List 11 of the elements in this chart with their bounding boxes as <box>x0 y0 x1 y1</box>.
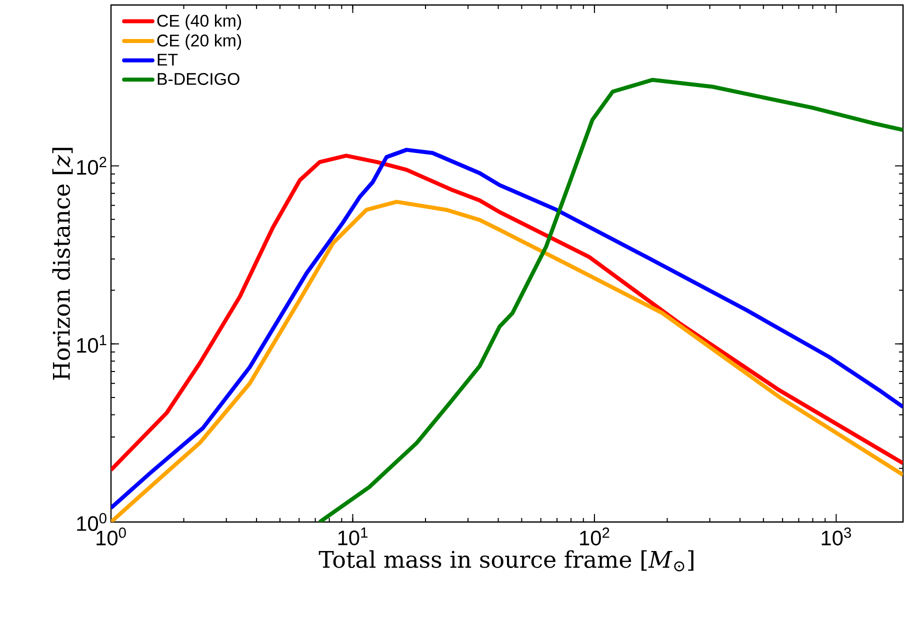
x-axis-title: Total mass in source frame [M$_{⊙}$] <box>318 550 694 572</box>
legend-label: ET <box>158 54 178 66</box>
legend-label: CE (20 km) <box>157 34 242 50</box>
x-tick-label: 10$^{2}$ <box>580 528 610 546</box>
x-tick-label: 10$^{3}$ <box>822 528 851 546</box>
y-tick-label: 10$^{2}$ <box>77 156 106 175</box>
y-axis-title: Horizon distance [z] <box>52 148 73 380</box>
legend-label: B-DECIGO <box>158 72 240 85</box>
y-tick-label: 10$^{1}$ <box>77 335 106 353</box>
legend-label: CE (40 km) <box>157 14 242 30</box>
x-tick-label: 10$^{1}$ <box>338 528 368 546</box>
